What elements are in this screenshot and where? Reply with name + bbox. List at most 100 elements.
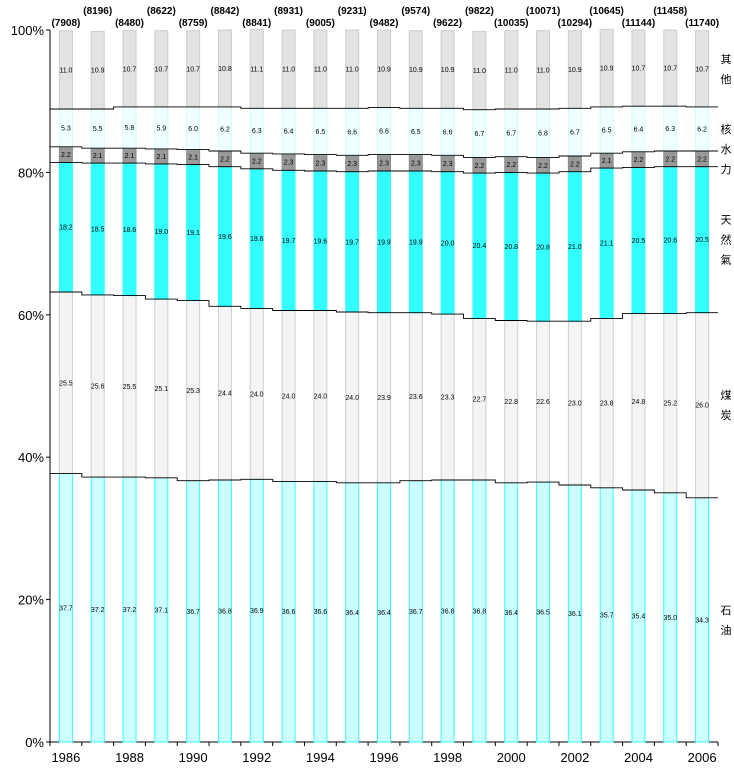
data-label-other: 10.9 — [377, 66, 391, 73]
total-label: (8622) — [147, 6, 176, 17]
data-label-other: 10.9 — [568, 67, 582, 74]
data-label-oil: 35.7 — [600, 612, 614, 619]
data-label-hydro: 2.2 — [570, 161, 580, 168]
data-label-coal: 24.0 — [345, 395, 359, 402]
data-label-oil: 35.4 — [632, 613, 646, 620]
data-label-hydro: 2.2 — [634, 157, 644, 164]
data-label-nuclear: 6.5 — [602, 128, 612, 135]
data-label-oil: 36.6 — [282, 609, 296, 616]
data-label-nuclear: 5.3 — [61, 125, 71, 132]
data-label-hydro: 2.3 — [443, 161, 453, 168]
total-label: (8842) — [210, 6, 239, 17]
data-label-nuclear: 5.8 — [125, 125, 135, 132]
data-label-hydro: 2.1 — [188, 155, 198, 162]
data-label-hydro: 2.2 — [538, 163, 548, 170]
data-label-oil: 36.5 — [536, 610, 550, 617]
data-label-gas: 20.4 — [473, 243, 487, 250]
x-tick-label: 1992 — [242, 750, 271, 765]
data-label-other: 10.7 — [695, 66, 709, 73]
data-label-coal: 23.9 — [377, 395, 391, 402]
data-label-nuclear: 6.5 — [411, 129, 421, 136]
total-label: (11144) — [622, 18, 655, 29]
data-label-hydro: 2.1 — [156, 154, 166, 161]
total-label: (10035) — [494, 18, 528, 29]
data-label-hydro: 2.2 — [61, 152, 71, 159]
total-label: (9231) — [338, 6, 367, 17]
total-label: (10645) — [589, 6, 623, 17]
legend-label-nuclear: 核 — [721, 122, 732, 136]
data-label-gas: 20.8 — [536, 245, 550, 252]
data-label-gas: 19.6 — [314, 238, 328, 245]
data-label-oil: 36.1 — [568, 611, 582, 618]
data-label-other: 10.7 — [123, 66, 137, 73]
data-label-other: 11.0 — [473, 68, 486, 75]
data-label-other: 11.0 — [346, 67, 359, 74]
data-label-gas: 21.1 — [600, 241, 614, 248]
data-label-gas: 20.6 — [663, 238, 677, 245]
data-label-nuclear: 6.2 — [220, 126, 230, 133]
data-label-nuclear: 6.4 — [284, 129, 294, 136]
data-label-coal: 26.0 — [695, 403, 709, 410]
data-label-coal: 25.3 — [186, 388, 200, 395]
data-label-nuclear: 6.3 — [252, 128, 262, 135]
x-tick-label: 1990 — [179, 750, 208, 765]
data-label-hydro: 2.1 — [602, 158, 612, 165]
total-label: (8196) — [83, 6, 112, 17]
data-label-nuclear: 6.6 — [347, 129, 357, 136]
data-label-oil: 37.2 — [123, 607, 137, 614]
legend-label-gas: 氣 — [721, 253, 732, 267]
total-label: (9482) — [370, 18, 399, 29]
boundary-line-gas — [50, 161, 718, 174]
data-label-coal: 22.7 — [473, 397, 487, 404]
x-tick-label: 2000 — [497, 750, 526, 765]
y-tick-label: 60% — [18, 308, 44, 323]
data-label-gas: 19.9 — [377, 239, 391, 246]
total-label: (11458) — [653, 6, 687, 17]
data-label-other: 11.1 — [250, 66, 263, 73]
data-label-other: 11.0 — [536, 67, 549, 74]
x-tick-label: 2006 — [688, 750, 717, 765]
legend-label-oil: 油 — [721, 623, 732, 637]
data-label-gas: 19.7 — [345, 239, 359, 246]
data-label-coal: 24.8 — [632, 399, 646, 406]
data-label-coal: 25.5 — [123, 384, 137, 391]
legend-label-hydro: 力 — [721, 163, 732, 176]
total-label: (9574) — [401, 6, 430, 17]
legend-label-gas: 然 — [721, 233, 732, 247]
data-label-hydro: 2.3 — [316, 160, 326, 167]
data-label-gas: 19.7 — [282, 238, 296, 245]
data-label-nuclear: 5.9 — [156, 125, 166, 132]
x-tick-label: 1996 — [370, 750, 399, 765]
x-tick-label: 2004 — [624, 750, 653, 765]
x-tick-label: 1998 — [433, 750, 462, 765]
data-label-coal: 23.3 — [441, 395, 455, 402]
data-label-coal: 25.6 — [91, 384, 105, 391]
y-tick-label: 0% — [25, 735, 44, 750]
data-label-other: 11.0 — [314, 67, 327, 74]
data-label-other: 10.9 — [441, 67, 455, 74]
data-label-oil: 36.8 — [473, 608, 487, 615]
data-label-hydro: 2.2 — [475, 163, 485, 170]
data-label-coal: 22.8 — [504, 399, 518, 406]
y-tick-label: 100% — [11, 23, 45, 38]
boundary-line-oil — [50, 473, 718, 499]
legend-label-coal: 炭 — [721, 409, 732, 422]
data-label-oil: 37.7 — [59, 605, 73, 612]
data-label-hydro: 2.3 — [411, 160, 421, 167]
data-label-coal: 24.0 — [314, 393, 328, 400]
data-label-other: 10.9 — [600, 66, 614, 73]
data-label-other: 10.7 — [155, 66, 169, 73]
total-label: (9622) — [433, 18, 462, 29]
data-label-gas: 20.8 — [504, 244, 518, 251]
x-tick-label: 2002 — [560, 750, 589, 765]
data-label-hydro: 2.2 — [665, 156, 675, 163]
data-label-nuclear: 6.6 — [379, 129, 389, 136]
data-label-oil: 37.2 — [91, 607, 105, 614]
total-label: (11740) — [685, 18, 719, 29]
data-label-other: 11.0 — [59, 67, 72, 74]
y-tick-label: 40% — [18, 450, 44, 465]
data-label-oil: 36.8 — [441, 608, 455, 615]
data-label-coal: 24.0 — [282, 393, 296, 400]
data-label-gas: 20.5 — [695, 237, 709, 244]
